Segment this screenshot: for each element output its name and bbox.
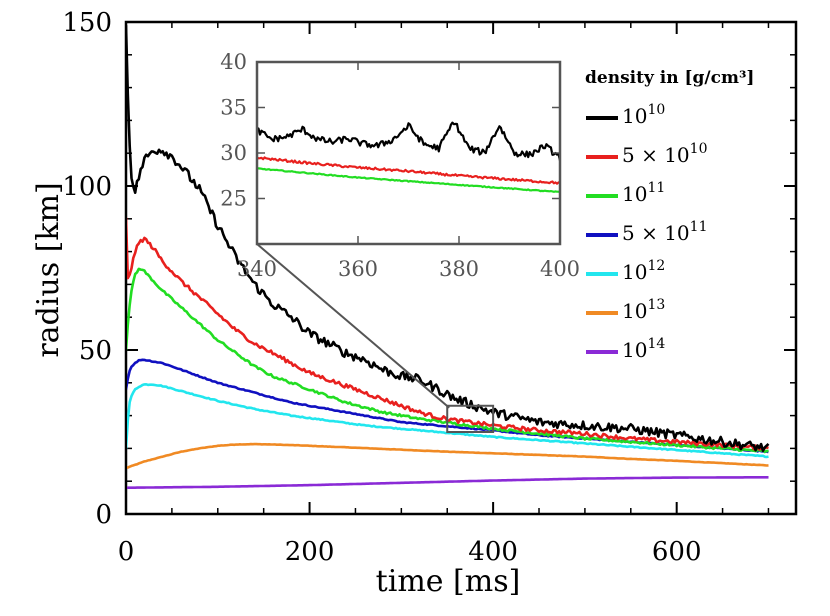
inset-x-tick-label: 340 xyxy=(237,257,277,281)
y-tick-label: 150 xyxy=(62,8,112,38)
inset-axis-tick-labels: 340 360 380 400 25 30 35 40 xyxy=(220,50,580,281)
main-axis-ticks xyxy=(125,21,796,515)
y-tick-label: 100 xyxy=(62,172,112,202)
legend-label-10^10: 1010 xyxy=(622,102,665,128)
inset-x-tick-label: 400 xyxy=(540,257,580,281)
y-axis-label: radius [km] xyxy=(31,182,66,357)
x-tick-label: 600 xyxy=(652,537,702,567)
inset-y-tick-label: 35 xyxy=(220,96,247,120)
inset-x-tick-label: 380 xyxy=(439,257,479,281)
inset-series-line-10^11 xyxy=(257,167,560,194)
legend-label-10^14: 1014 xyxy=(622,336,665,362)
inset-series-line-10^10 xyxy=(257,121,560,161)
legend-label-10^12: 1012 xyxy=(622,258,665,284)
x-tick-label: 400 xyxy=(468,537,518,567)
legend-label-5x10^10: 5 × 1010 xyxy=(622,141,707,167)
legend: 1010 5 × 1010 1011 5 × 1011 1012 1013 1014 xyxy=(586,102,707,362)
series-line-10^10 xyxy=(127,25,770,452)
y-tick-label: 50 xyxy=(79,336,112,366)
legend-label-10^13: 1013 xyxy=(622,297,665,323)
series-line-10^13 xyxy=(127,442,769,470)
legend-label-5x10^11: 5 × 1011 xyxy=(622,219,707,245)
x-tick-label: 200 xyxy=(285,537,335,567)
inset-background xyxy=(257,62,560,244)
inset-series-line-5x10^10 xyxy=(257,156,560,185)
inset-series xyxy=(257,121,560,194)
zoom-connector-line xyxy=(256,243,450,409)
inset-y-tick-label: 25 xyxy=(220,187,247,211)
inset-y-tick-label: 40 xyxy=(220,50,247,74)
inset-axis-ticks xyxy=(256,61,561,244)
plot-frame xyxy=(124,20,798,516)
inset-x-tick-label: 360 xyxy=(338,257,378,281)
x-tick-label: 0 xyxy=(118,537,135,567)
main-axis-tick-labels: 0 200 400 600 0 50 100 150 xyxy=(62,8,701,567)
legend-label-10^11: 1011 xyxy=(622,180,665,206)
x-axis-label: time [ms] xyxy=(376,564,521,599)
legend-title: density in [g/cm³] xyxy=(585,68,754,88)
y-tick-label: 0 xyxy=(95,500,112,530)
series-line-10^14 xyxy=(127,476,769,490)
inset-y-tick-label: 30 xyxy=(220,141,247,165)
zoom-box xyxy=(446,404,495,434)
